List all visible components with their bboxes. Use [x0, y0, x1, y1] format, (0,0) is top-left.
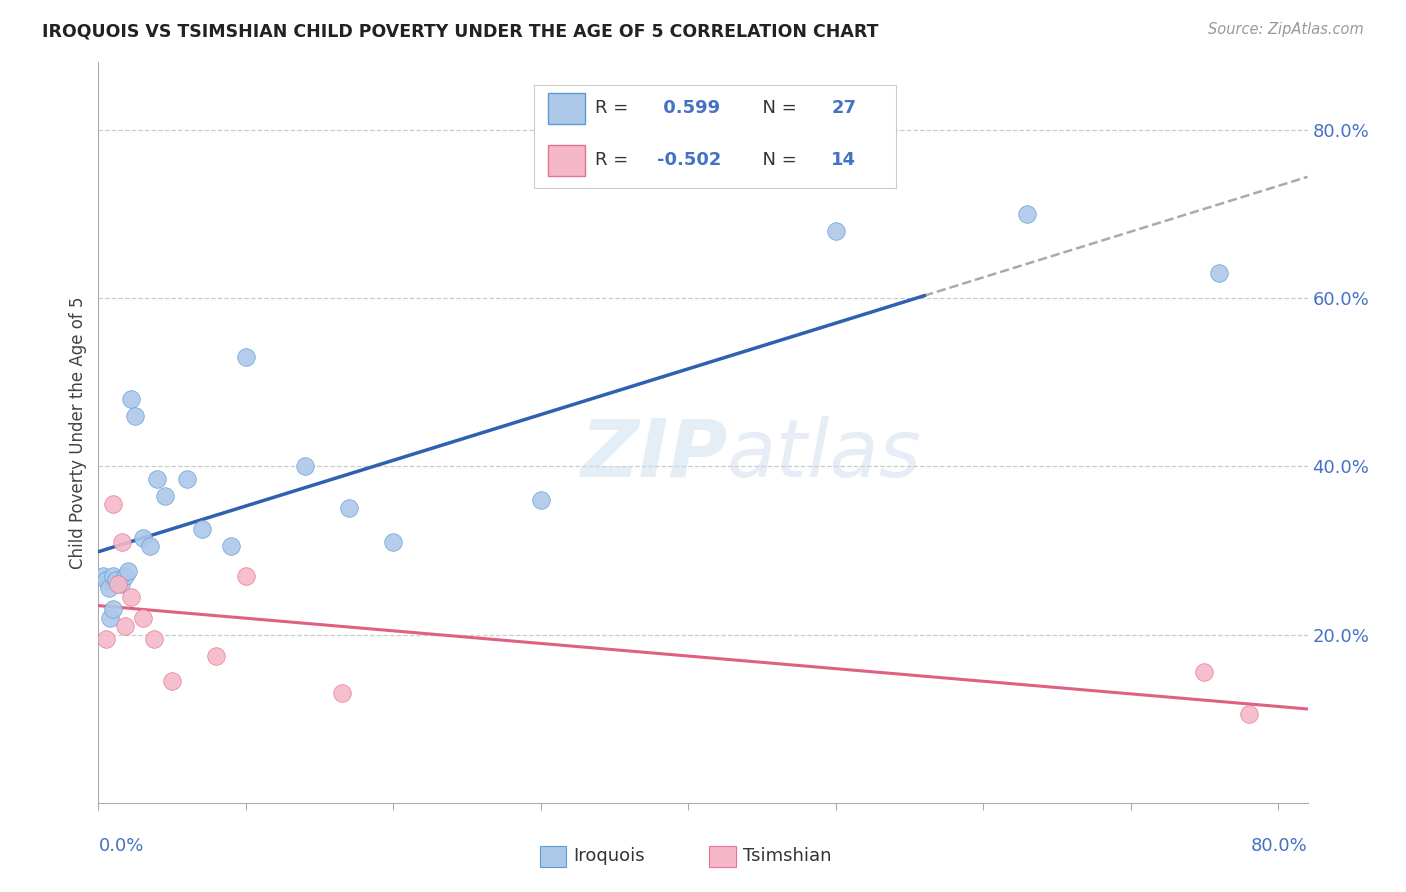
Point [98, 610, 121, 624]
Point [120, 392, 142, 406]
Point [143, 632, 166, 646]
Point [190, 522, 212, 536]
Point [1237, 707, 1260, 722]
Point [205, 648, 228, 663]
Point [94, 573, 117, 587]
Point [101, 497, 124, 511]
Text: ZIP: ZIP [579, 416, 727, 494]
Point [101, 568, 124, 582]
Text: IROQUOIS VS TSIMSHIAN CHILD POVERTY UNDER THE AGE OF 5 CORRELATION CHART: IROQUOIS VS TSIMSHIAN CHILD POVERTY UNDE… [42, 22, 879, 40]
Point [146, 472, 169, 486]
Text: Source: ZipAtlas.com: Source: ZipAtlas.com [1208, 22, 1364, 37]
Point [219, 539, 242, 553]
Text: Tsimshian: Tsimshian [742, 847, 831, 865]
Point [294, 459, 316, 474]
Point [114, 619, 136, 633]
Point [101, 602, 124, 616]
Point [1208, 266, 1230, 280]
Point [117, 565, 139, 579]
Point [110, 577, 132, 591]
Point [120, 590, 142, 604]
Text: 0.0%: 0.0% [98, 837, 143, 855]
Point [235, 350, 257, 364]
Text: atlas: atlas [727, 416, 922, 494]
Point [131, 610, 153, 624]
Point [824, 224, 846, 238]
Text: 80.0%: 80.0% [1251, 837, 1308, 855]
Text: Iroquois: Iroquois [574, 847, 645, 865]
Point [160, 673, 183, 688]
Point [124, 409, 146, 423]
Point [1194, 665, 1216, 680]
Point [337, 501, 360, 516]
Point [111, 535, 134, 549]
FancyBboxPatch shape [709, 847, 735, 867]
Y-axis label: Child Poverty Under the Age of 5: Child Poverty Under the Age of 5 [69, 296, 87, 569]
Point [94, 632, 117, 646]
Point [153, 489, 176, 503]
Point [330, 686, 353, 700]
Point [114, 568, 136, 582]
Point [131, 531, 153, 545]
Point [530, 492, 553, 507]
Point [176, 472, 198, 486]
Point [1017, 207, 1039, 221]
Point [139, 539, 162, 553]
Point [91, 568, 114, 582]
Point [97, 581, 120, 595]
Point [235, 568, 257, 582]
Point [107, 577, 129, 591]
Point [105, 573, 128, 587]
FancyBboxPatch shape [540, 847, 567, 867]
Point [382, 535, 405, 549]
